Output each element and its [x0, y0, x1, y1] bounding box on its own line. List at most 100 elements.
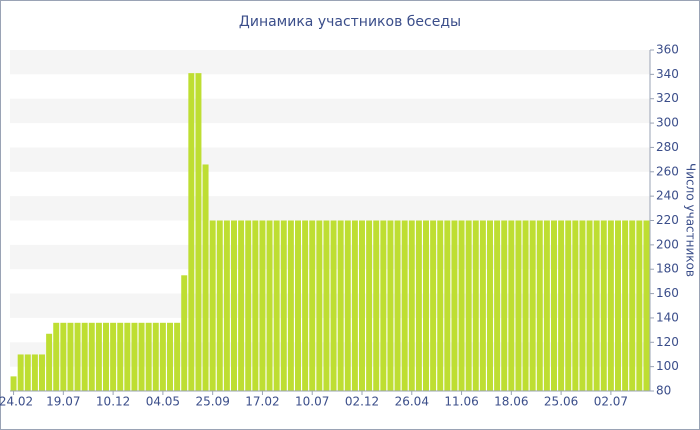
bar — [39, 354, 45, 391]
y-tick-label: 360 — [656, 43, 679, 57]
bar — [607, 220, 614, 391]
y-tick-label: 120 — [656, 335, 679, 349]
x-tick-label: 17.02 — [245, 395, 279, 409]
x-tick-label: 11.06 — [444, 395, 478, 409]
bar — [316, 220, 323, 391]
y-axis-label: Число участников — [684, 163, 698, 277]
x-tick-label: 24.02 — [0, 395, 33, 409]
bar — [558, 220, 565, 391]
y-tick-label: 260 — [656, 164, 679, 178]
bar — [252, 220, 259, 391]
y-tick-label: 140 — [656, 310, 679, 324]
bar — [88, 322, 95, 391]
bar — [17, 354, 24, 391]
bar — [394, 220, 401, 391]
y-tick-label: 80 — [656, 384, 671, 398]
bar — [131, 322, 138, 391]
y-tick-label: 340 — [656, 67, 679, 81]
bar — [536, 220, 543, 391]
bar — [231, 220, 237, 391]
y-tick-label: 200 — [656, 237, 679, 251]
bar — [593, 220, 600, 391]
bar — [330, 220, 337, 391]
bar — [287, 220, 294, 391]
bar — [46, 333, 53, 391]
y-tick-label: 100 — [656, 359, 679, 373]
bar — [572, 220, 579, 391]
bar — [110, 322, 117, 391]
y-tick-label: 220 — [656, 213, 679, 227]
bar — [451, 220, 458, 391]
bar — [458, 220, 465, 391]
bar — [401, 220, 408, 391]
bar — [529, 220, 536, 391]
x-tick-label: 10.07 — [295, 395, 329, 409]
x-tick-label: 10.12 — [96, 395, 130, 409]
bar — [629, 220, 636, 391]
bar — [551, 220, 557, 391]
bar — [202, 164, 209, 391]
bar — [10, 376, 17, 391]
bar — [138, 322, 145, 391]
x-tick-label: 02.12 — [345, 395, 379, 409]
grid-band — [10, 196, 650, 221]
bar — [259, 220, 266, 391]
bar — [430, 220, 437, 391]
x-tick-label: 18.06 — [494, 395, 528, 409]
bar — [494, 220, 501, 391]
bar — [124, 322, 131, 391]
grid-band — [10, 244, 650, 270]
bar — [408, 220, 415, 391]
bar — [24, 354, 31, 391]
bar — [359, 220, 365, 391]
bar — [501, 220, 508, 391]
bar — [479, 220, 486, 391]
bar — [67, 322, 74, 391]
bar — [565, 220, 572, 391]
bar — [437, 220, 444, 391]
grid-band — [10, 147, 650, 172]
bar — [223, 220, 230, 391]
bar — [60, 322, 67, 391]
x-tick-label: 25.06 — [544, 395, 578, 409]
bar — [415, 220, 422, 391]
bar — [195, 73, 202, 391]
bar — [600, 220, 607, 391]
bar — [103, 322, 109, 391]
bar — [586, 220, 593, 391]
bar — [238, 220, 245, 391]
bar — [423, 220, 429, 391]
bar — [337, 220, 344, 391]
x-tick-label: 25.09 — [195, 395, 229, 409]
bar — [622, 220, 629, 391]
bar — [181, 275, 188, 391]
bar — [159, 322, 166, 391]
bar — [295, 220, 301, 391]
y-tick-label: 160 — [656, 286, 679, 300]
bar — [74, 322, 81, 391]
bar — [216, 220, 223, 391]
bar — [95, 322, 102, 391]
bar — [643, 220, 650, 391]
bar — [188, 73, 195, 391]
bar — [508, 220, 515, 391]
bar — [145, 322, 152, 391]
x-tick-label: 19.07 — [46, 395, 80, 409]
bar — [465, 220, 472, 391]
bar — [579, 220, 586, 391]
y-tick-label: 240 — [656, 189, 679, 203]
bar — [515, 220, 522, 391]
bar — [152, 322, 159, 391]
bar — [344, 220, 351, 391]
x-tick-label: 02.07 — [594, 395, 628, 409]
bar — [351, 220, 358, 391]
bar — [53, 322, 60, 391]
x-tick-label: 04.05 — [146, 395, 180, 409]
bar — [167, 322, 173, 391]
bar — [487, 220, 493, 391]
bar — [31, 354, 38, 391]
x-tick-label: 26.04 — [395, 395, 429, 409]
bar — [373, 220, 380, 391]
grid-band — [10, 50, 650, 75]
